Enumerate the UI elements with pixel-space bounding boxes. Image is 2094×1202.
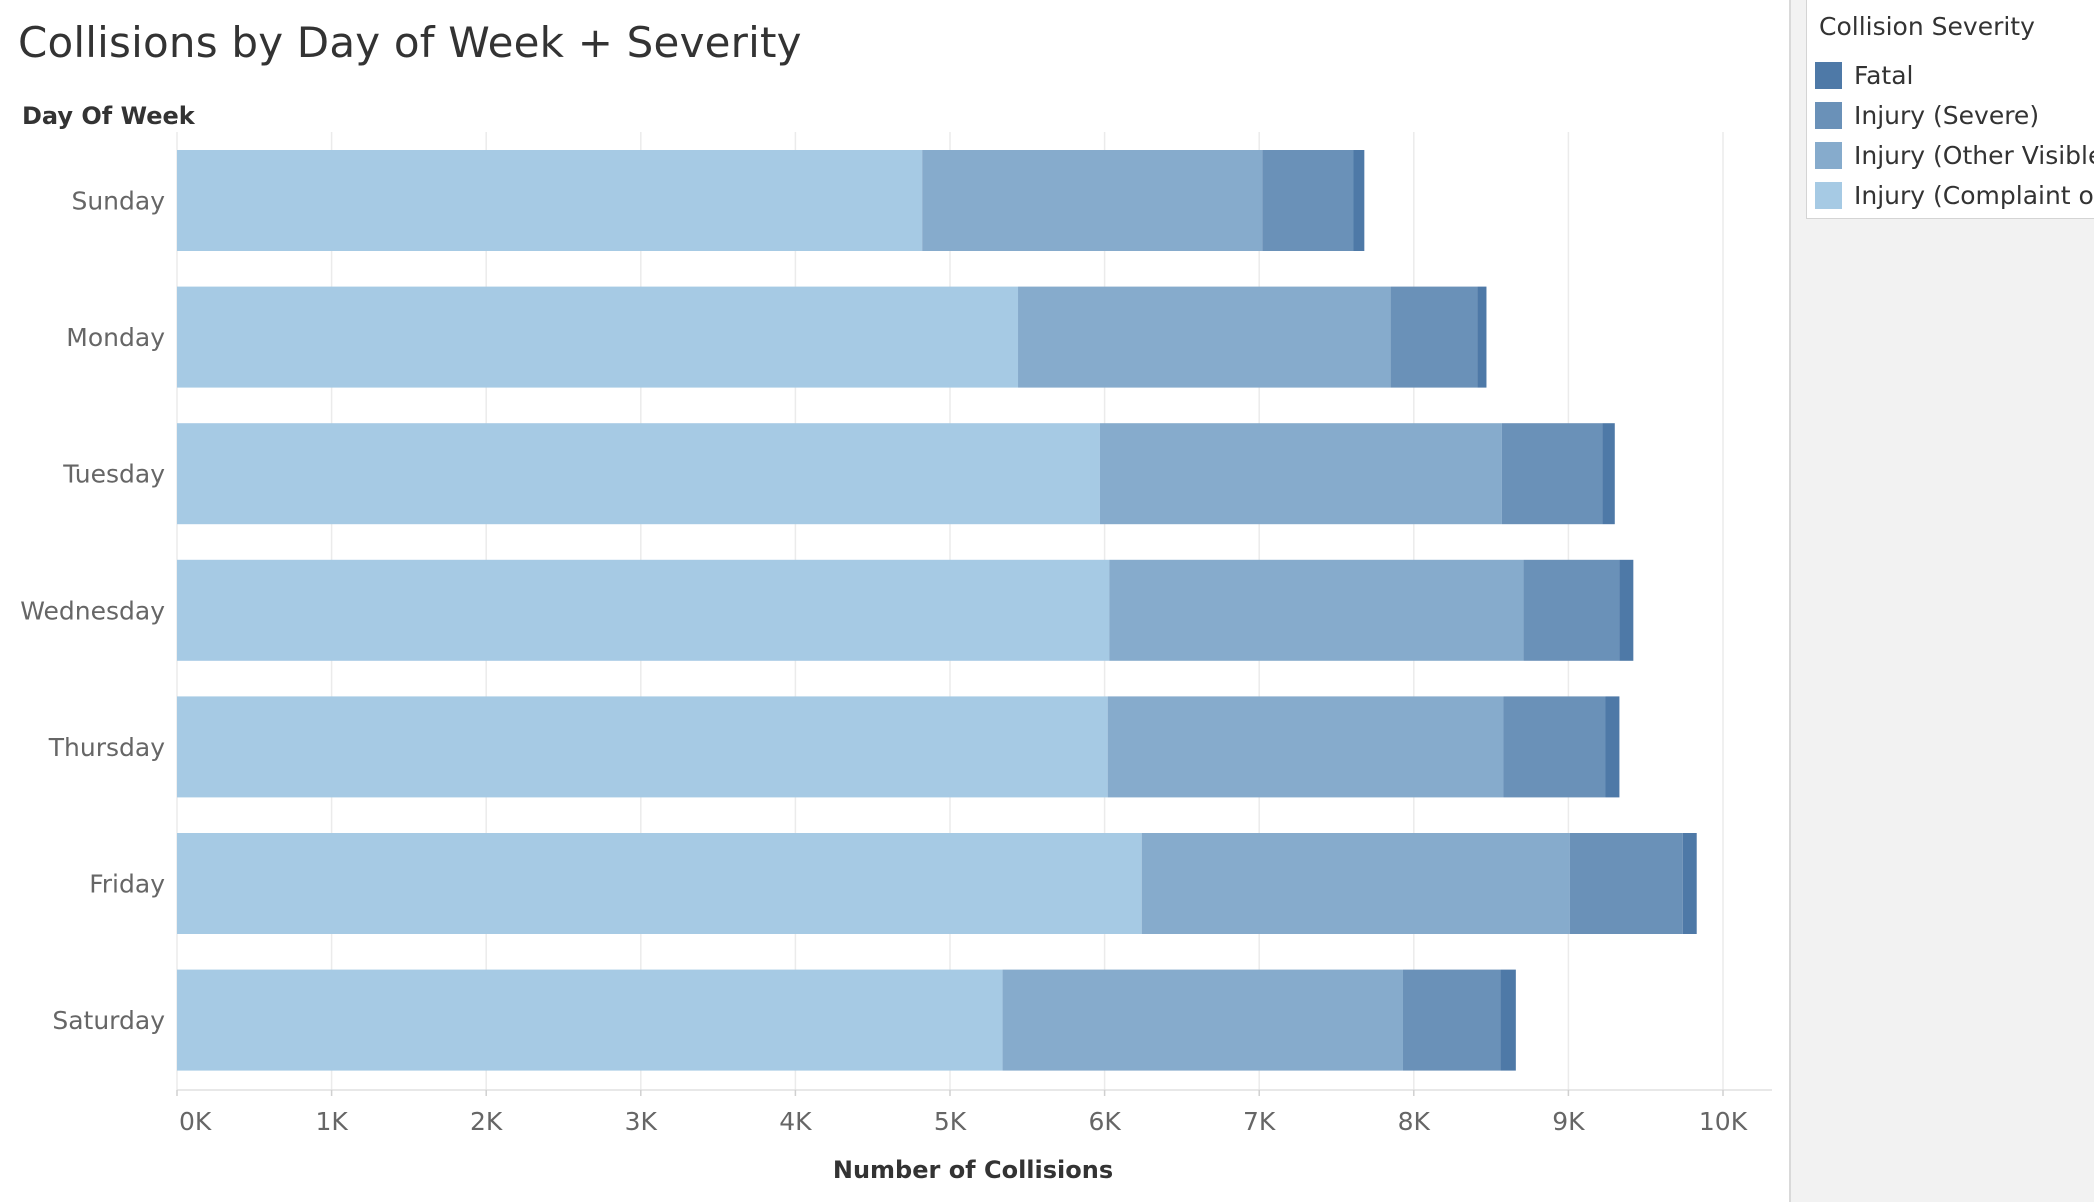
bar-segment[interactable]: Wednesday — Injury (Severe): 620 — [1523, 559, 1620, 661]
bar-segment[interactable]: Sunday — Injury (Severe): 590 — [1262, 150, 1354, 251]
bar-segment[interactable]: Friday — Injury (Severe): 730 — [1569, 833, 1683, 934]
x-tick-label: 5K — [934, 1107, 967, 1136]
bar-segment[interactable]: Friday — Fatal: 90 — [1682, 833, 1697, 934]
y-tick-label: Tuesday — [62, 460, 165, 489]
axes: 0K 1K 2K 3K 4K 5K 6K 7K 8K 9K 10K Sunday Monday Tuesd… — [20, 187, 1772, 1136]
legend-swatch — [1815, 61, 1842, 89]
legend-label: Injury (Severe) — [1854, 100, 2040, 130]
bar-segment[interactable]: Wednesday — Injury (Other Visible): 2680 — [1109, 559, 1524, 661]
x-tick-label: 3K — [625, 1107, 658, 1136]
x-tick-label: 4K — [779, 1107, 812, 1136]
bar-segment[interactable]: Saturday — Injury (Severe): 630 — [1402, 969, 1501, 1071]
legend: Collision Severity Fatal Injury (Severe)… — [1806, 0, 2094, 219]
x-tick-label: 10K — [1699, 1107, 1748, 1136]
bar-segment[interactable]: Saturday — Fatal: 100 — [1500, 969, 1516, 1071]
x-tick-label: 9K — [1552, 1107, 1585, 1136]
bar-segment[interactable]: Sunday — Injury (Complaint of ...: 4820 — [177, 150, 923, 251]
legend-item-fatal[interactable]: Fatal — [1815, 58, 1913, 92]
legend-title: Collision Severity — [1819, 12, 2035, 41]
bars: Sunday — Injury (Complaint of ...: 4820S… — [177, 150, 1697, 1071]
legend-swatch — [1815, 141, 1842, 169]
bar-segment[interactable]: Sunday — Fatal: 70 — [1353, 150, 1365, 251]
bar-segment[interactable]: Thursday — Injury (Complaint of ...: 602… — [177, 696, 1108, 798]
x-tick-label: 6K — [1088, 1107, 1121, 1136]
bar-segment[interactable]: Monday — Injury (Complaint of ...: 5440 — [177, 286, 1019, 388]
x-axis-title: Number of Collisions — [833, 1156, 1113, 1184]
x-tick-label: 1K — [315, 1107, 348, 1136]
legend-label: Injury (Complaint of ... — [1854, 180, 2094, 210]
legend-swatch — [1815, 101, 1842, 129]
y-tick-label: Friday — [89, 870, 165, 899]
legend-item-injury-severe[interactable]: Injury (Severe) — [1815, 98, 2039, 132]
bar-segment[interactable]: Thursday — Injury (Other Visible): 2560 — [1107, 696, 1504, 798]
y-tick-label: Monday — [66, 323, 165, 352]
y-tick-label: Wednesday — [20, 596, 165, 625]
bar-segment[interactable]: Thursday — Injury (Severe): 660 — [1503, 696, 1606, 798]
bar-segment[interactable]: Monday — Injury (Other Visible): 2410 — [1018, 286, 1391, 388]
x-tick-label: 2K — [470, 1107, 503, 1136]
chart-title: Collisions by Day of Week + Severity — [18, 18, 802, 67]
legend-label: Fatal — [1854, 60, 1914, 90]
legend-item-injury-other-visible[interactable]: Injury (Other Visible) — [1815, 138, 2094, 172]
bar-segment[interactable]: Saturday — Injury (Complaint of ...: 534… — [177, 969, 1003, 1071]
y-tick-label: Thursday — [48, 733, 165, 762]
legend-swatch — [1815, 181, 1842, 209]
bar-segment[interactable]: Tuesday — Injury (Complaint of ...: 5970 — [177, 423, 1100, 525]
bar-segment[interactable]: Saturday — Injury (Other Visible): 2590 — [1002, 969, 1403, 1071]
bar-segment[interactable]: Sunday — Injury (Other Visible): 2200 — [922, 150, 1263, 251]
legend-label: Injury (Other Visible) — [1854, 140, 2094, 170]
x-tick-label: 7K — [1243, 1107, 1276, 1136]
bar-segment[interactable]: Friday — Injury (Complaint of ...: 6240 — [177, 833, 1142, 934]
legend-panel: Collision Severity Fatal Injury (Severe)… — [1789, 0, 2094, 1202]
stacked-bar-chart: Sunday — Injury (Complaint of ...: 4820S… — [20, 102, 1772, 1184]
bar-segment[interactable]: Tuesday — Injury (Severe): 650 — [1501, 423, 1603, 525]
bar-segment[interactable]: Thursday — Fatal: 90 — [1605, 696, 1620, 798]
y-tick-label: Saturday — [52, 1006, 165, 1035]
bar-segment[interactable]: Friday — Injury (Other Visible): 2770 — [1141, 833, 1570, 934]
y-axis-title: Day Of Week — [22, 102, 196, 130]
x-tick-label: 8K — [1398, 1107, 1431, 1136]
bar-segment[interactable]: Tuesday — Injury (Other Visible): 2600 — [1099, 423, 1502, 525]
legend-item-injury-complaint[interactable]: Injury (Complaint of ... — [1815, 178, 2094, 212]
x-tick-label: 0K — [179, 1107, 212, 1136]
bar-segment[interactable]: Wednesday — Fatal: 90 — [1619, 559, 1634, 661]
bar-segment[interactable]: Wednesday — Injury (Complaint of ...: 60… — [177, 559, 1110, 661]
bar-segment[interactable]: Monday — Fatal: 60 — [1477, 286, 1487, 388]
bar-segment[interactable]: Monday — Injury (Severe): 560 — [1390, 286, 1478, 388]
bar-segment[interactable]: Tuesday — Fatal: 80 — [1602, 423, 1615, 525]
y-tick-label: Sunday — [71, 187, 165, 216]
